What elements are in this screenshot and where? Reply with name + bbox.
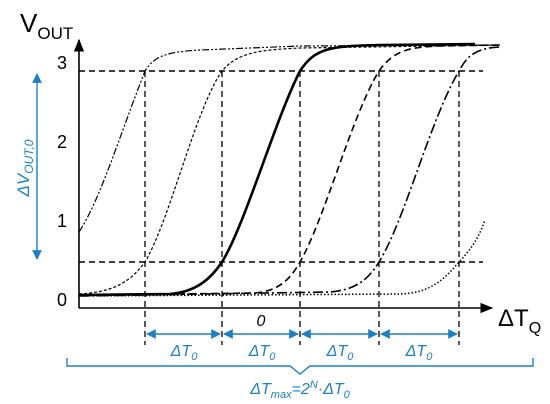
curve-dash-dot-dot: [78, 44, 501, 233]
curve-solid: [78, 42, 476, 297]
delta-t0-label-4: ΔT0: [405, 343, 434, 363]
tmax-label: ΔTmax=2N·ΔT0: [249, 379, 350, 401]
delta-t0-label-1: ΔT0: [170, 343, 199, 363]
delta-t0-label-3: ΔT0: [326, 343, 355, 363]
curve-short-dash: [78, 44, 501, 295]
curve-dash-dot: [78, 46, 501, 297]
tmax-brace: [66, 358, 534, 375]
x-axis-title: ΔTQ: [498, 305, 541, 337]
y-axis-title: VOUT: [20, 8, 73, 43]
delta-vout-label: ΔVOUT,0: [14, 139, 36, 197]
y-tick-label-1: 1: [57, 211, 67, 231]
y-tick-label-2: 2: [57, 132, 67, 152]
delta-t0-label-2: ΔT0: [248, 343, 277, 363]
curve-dashed: [78, 44, 501, 296]
curve-dotted: [78, 219, 486, 297]
y-tick-label-3: 3: [57, 53, 67, 73]
zero-label: 0: [257, 313, 266, 330]
y-tick-label-0: 0: [57, 290, 67, 310]
